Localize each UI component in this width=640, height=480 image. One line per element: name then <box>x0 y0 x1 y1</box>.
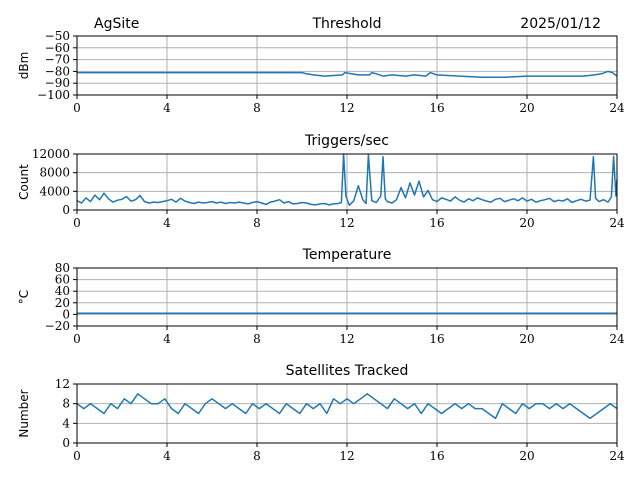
temperature-xtick-label: 16 <box>429 332 444 346</box>
satellites-xtick-label: 8 <box>253 449 261 463</box>
triggers-xtick-label: 4 <box>163 216 171 230</box>
temperature-ytick-label: 80 <box>55 261 70 275</box>
satellites-title: Satellites Tracked <box>286 363 409 379</box>
threshold-xtick-label: 20 <box>519 101 534 115</box>
temperature-ytick-label: 20 <box>55 296 70 310</box>
threshold-xtick-label: 4 <box>163 101 171 115</box>
temperature-ylabel: °C <box>17 290 31 304</box>
threshold-ytick-label: −90 <box>45 76 70 90</box>
temperature-xtick-label: 4 <box>163 332 171 346</box>
satellites-series-line <box>76 393 618 420</box>
threshold-ytick-label: −60 <box>45 41 70 55</box>
temperature-xtick-label: 24 <box>609 332 625 346</box>
triggers-xtick-label: 8 <box>253 216 261 230</box>
temperature-xtick-label: 20 <box>519 332 534 346</box>
satellites-ytick-label: 0 <box>62 436 70 450</box>
satellites-ytick-label: 12 <box>55 377 70 391</box>
triggers-xtick-label: 20 <box>519 216 534 230</box>
threshold-xtick-label: 24 <box>609 101 625 115</box>
threshold-ytick-label: −70 <box>45 53 70 67</box>
satellites-ytick-label: 8 <box>62 397 70 411</box>
triggers-xtick-label: 16 <box>429 216 444 230</box>
satellites-xtick-label: 16 <box>429 449 444 463</box>
triggers-xtick-label: 24 <box>609 216 625 230</box>
temperature-ytick-label: 0 <box>62 307 70 321</box>
satellites-xtick-label: 0 <box>73 449 81 463</box>
temperature-title: Temperature <box>302 247 392 263</box>
chart-panels: 0 4 8 12 16 20 24 −100−90−80−70−60−50 Threshold d… <box>17 16 625 463</box>
temperature-ytick-label: 60 <box>55 273 70 287</box>
satellites-ylabel: Number <box>17 389 31 437</box>
satellites-xtick-label: 12 <box>339 449 354 463</box>
temperature-xtick-label: 12 <box>339 332 354 346</box>
triggers-series-line <box>76 153 618 207</box>
threshold-ytick-label: −100 <box>37 88 70 102</box>
triggers-xtick-label: 0 <box>73 216 81 230</box>
threshold-ylabel: dBm <box>17 52 31 80</box>
site-label: AgSite <box>94 16 139 32</box>
satellites-ytick-label: 4 <box>62 416 70 430</box>
triggers-xtick-label: 12 <box>339 216 354 230</box>
triggers-panel: 0 4 8 12 16 20 24 0 4000 8000 12000 Triggers/sec Cou… <box>17 133 625 230</box>
date-label: 2025/01/12 <box>520 16 601 32</box>
satellites-panel: 0 4 8 12 16 20 24 0 4 8 12 Satellites Tracked Number <box>17 363 625 463</box>
threshold-xtick-label: 16 <box>429 101 444 115</box>
triggers-ylabel: Count <box>17 164 31 200</box>
temperature-xtick-label: 8 <box>253 332 261 346</box>
satellites-xtick-label: 20 <box>519 449 534 463</box>
threshold-panel: 0 4 8 12 16 20 24 −100−90−80−70−60−50 Threshold d… <box>17 16 625 115</box>
triggers-ytick-label: 0 <box>62 203 70 217</box>
threshold-ytick-label: −50 <box>45 29 70 43</box>
threshold-xtick-label: 8 <box>253 101 261 115</box>
satellites-xtick-label: 4 <box>163 449 171 463</box>
triggers-title: Triggers/sec <box>304 133 389 149</box>
threshold-series-line <box>77 70 618 79</box>
threshold-xtick-label: 0 <box>73 101 81 115</box>
triggers-ytick-label: 8000 <box>39 166 70 180</box>
temperature-ytick-label: 40 <box>55 284 70 298</box>
threshold-xtick-label: 12 <box>339 101 354 115</box>
threshold-title: Threshold <box>312 16 382 32</box>
temperature-ytick-label: −20 <box>45 319 70 333</box>
threshold-ytick-label: −80 <box>45 64 70 78</box>
triggers-ytick-label: 4000 <box>39 184 70 198</box>
satellites-xtick-label: 24 <box>609 449 625 463</box>
triggers-ytick-label: 12000 <box>32 147 70 161</box>
temperature-xtick-label: 0 <box>73 332 81 346</box>
